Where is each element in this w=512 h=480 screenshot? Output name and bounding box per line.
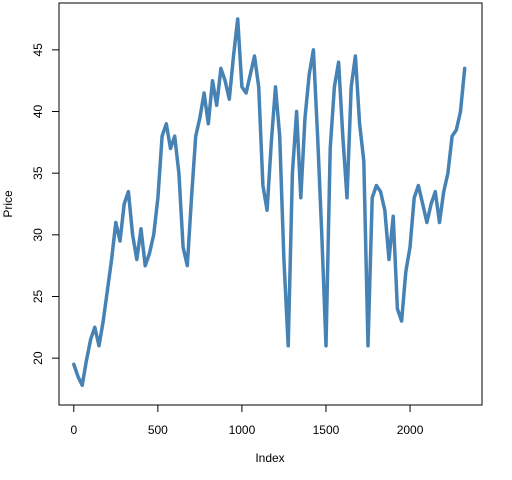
y-tick-label: 20 — [31, 351, 45, 365]
y-tick-label: 35 — [31, 166, 45, 180]
x-tick-label: 1000 — [229, 423, 256, 437]
x-axis: 0 500 1000 1500 2000 — [70, 404, 424, 437]
y-axis: 20 25 30 35 40 45 — [31, 43, 60, 365]
plot-area — [72, 17, 467, 388]
x-tick-label: 2000 — [397, 423, 424, 437]
y-tick-label: 40 — [31, 105, 45, 119]
y-tick-label: 30 — [31, 228, 45, 242]
x-tick-label: 0 — [70, 423, 77, 437]
x-axis-label: Index — [255, 451, 284, 465]
x-tick-label: 1500 — [313, 423, 340, 437]
y-tick-label: 45 — [31, 43, 45, 57]
y-tick-label: 25 — [31, 289, 45, 303]
series-line — [72, 17, 467, 388]
x-tick-label: 500 — [148, 423, 168, 437]
y-axis-label: Price — [1, 190, 15, 218]
